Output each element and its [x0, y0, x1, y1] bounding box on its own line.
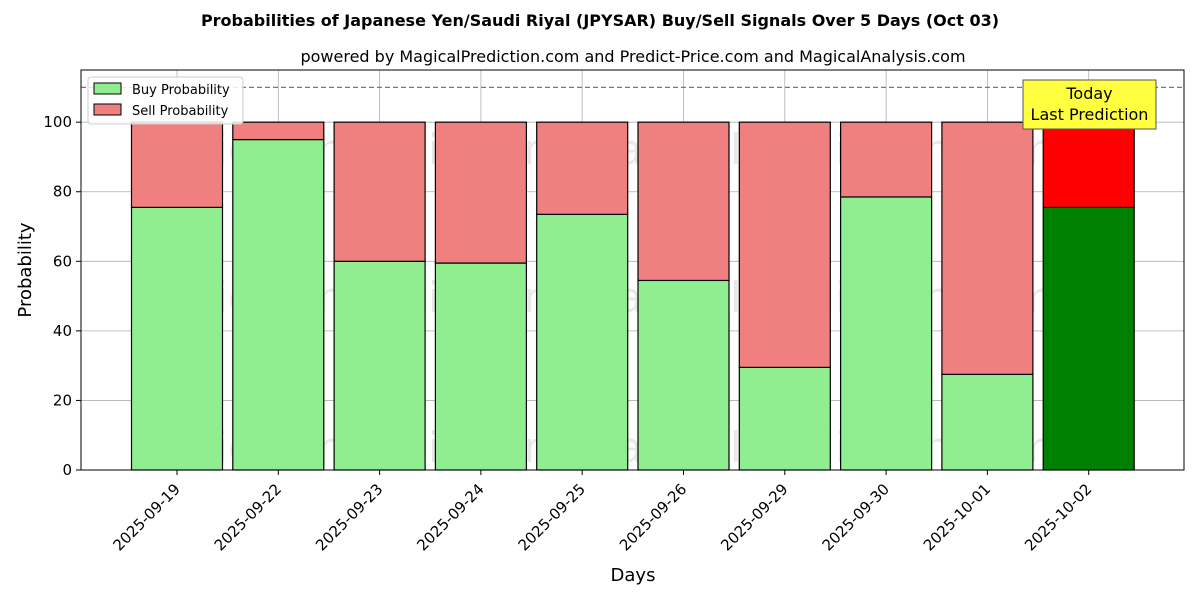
bar-sell	[839, 121, 933, 198]
chart-title: Probabilities of Japanese Yen/Saudi Riya…	[201, 11, 999, 30]
bar-buy	[941, 373, 1034, 471]
bar-buy	[333, 260, 426, 471]
bar-buy	[637, 279, 730, 471]
x-tick-label: 2025-09-24	[413, 480, 487, 554]
bar-buy	[232, 138, 325, 471]
bars	[130, 121, 1135, 471]
y-tick-label: 80	[53, 183, 72, 201]
bar-buy	[130, 206, 224, 471]
today-annotation-line2: Last Prediction	[1031, 105, 1149, 124]
legend-label-buy: Buy Probability	[132, 83, 230, 98]
today-annotation-line1: Today	[1065, 84, 1112, 103]
x-axis-ticks: 2025-09-19 2025-09-22 2025-09-23 2025-09-24…	[109, 470, 1096, 554]
legend-swatch-sell	[93, 103, 122, 116]
bar-sell	[434, 121, 527, 264]
y-axis-ticks: 0 20 40 60 80 100	[43, 113, 81, 479]
bar-sell	[738, 121, 831, 368]
bar-buy	[738, 366, 831, 471]
x-tick-label: 2025-09-19	[109, 480, 183, 554]
today-annotation-box	[1022, 79, 1157, 130]
y-tick-label: 60	[53, 252, 72, 270]
bar-sell	[941, 121, 1034, 375]
x-tick-label: 2025-10-02	[1021, 480, 1095, 554]
x-tick-label: 2025-09-25	[515, 480, 589, 554]
bar-sell	[232, 121, 325, 141]
plot-frame	[80, 69, 1185, 471]
legend-frame	[87, 76, 244, 125]
bar-buy	[839, 196, 933, 471]
legend-label-sell: Sell Probability	[132, 104, 229, 119]
bar-buy	[536, 213, 629, 471]
bar-sell	[333, 121, 426, 262]
x-axis-label: Days	[611, 565, 656, 586]
bar-sell	[130, 121, 224, 208]
bar-buy	[434, 262, 527, 471]
x-tick-label: 2025-09-29	[717, 480, 791, 554]
bar-sell	[536, 121, 629, 215]
x-tick-label: 2025-09-22	[211, 480, 285, 554]
x-tick-label: 2025-10-01	[920, 480, 994, 554]
x-tick-label: 2025-09-23	[312, 480, 386, 554]
y-tick-label: 0	[62, 461, 72, 479]
legend-swatch-buy	[93, 82, 122, 95]
bar-sell	[637, 121, 730, 282]
bar-buy	[1042, 206, 1135, 471]
y-tick-label: 40	[53, 322, 72, 340]
bar-sell	[1042, 121, 1135, 208]
y-axis-label: Probability	[15, 222, 36, 317]
x-tick-label: 2025-09-26	[616, 480, 690, 554]
chart-subtitle: powered by MagicalPrediction.com and Pre…	[300, 47, 965, 66]
y-tick-label: 20	[53, 391, 72, 409]
legend: Buy Probability Sell Probability	[87, 76, 244, 125]
today-annotation: Today Last Prediction	[1022, 79, 1157, 130]
x-tick-label: 2025-09-30	[819, 480, 893, 554]
y-tick-label: 100	[43, 113, 72, 131]
